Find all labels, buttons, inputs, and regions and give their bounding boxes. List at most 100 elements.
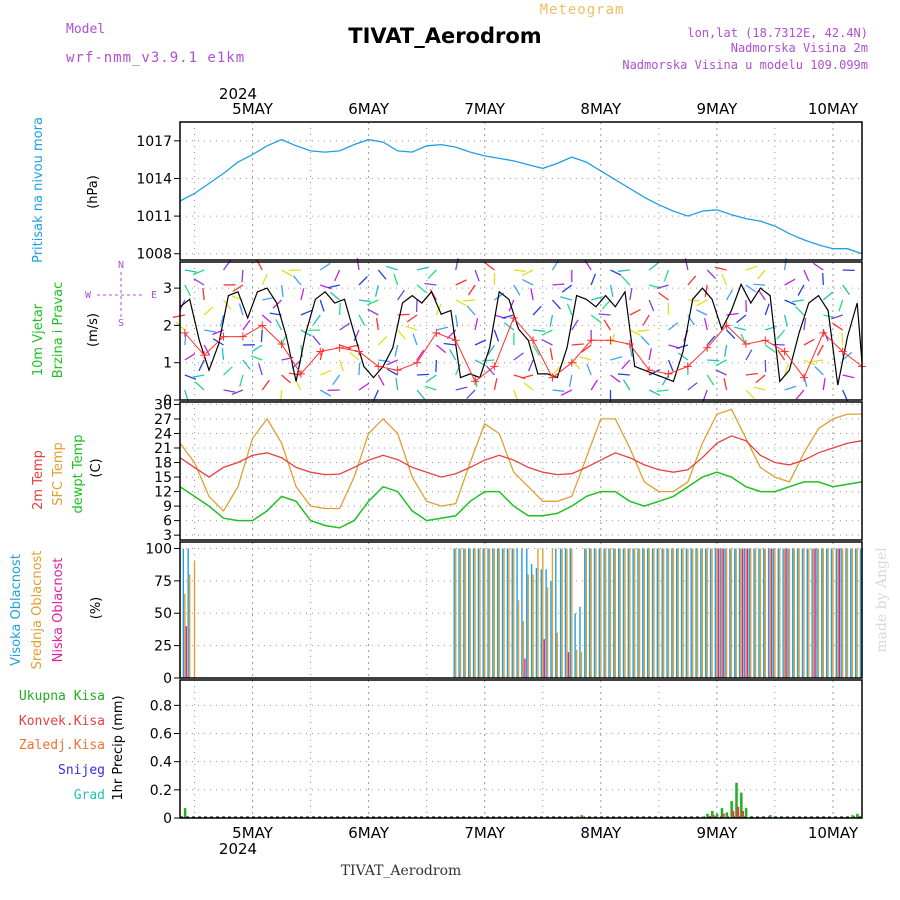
wind-arrow — [443, 342, 456, 346]
ytick-label: 15 — [154, 470, 172, 486]
compass-n: N — [118, 260, 124, 271]
compass-e: E — [151, 290, 157, 301]
wind-arrow — [358, 362, 361, 376]
wind-arrow — [281, 269, 293, 277]
ytick-label: 1011 — [136, 209, 172, 225]
ytick-label: 3 — [163, 528, 172, 544]
wind-arrow — [842, 351, 853, 361]
day-label-top: 8MAY — [580, 100, 622, 118]
wind-arrow — [842, 284, 851, 296]
wind-arrow — [192, 374, 205, 378]
precip-bar — [856, 813, 859, 818]
compass-w: W — [85, 290, 92, 301]
wind-compass: N W E S — [85, 260, 157, 329]
wind-arrow — [714, 266, 727, 271]
wind-arrow — [648, 389, 661, 396]
wind-arrow — [560, 389, 573, 396]
wind-arrow — [435, 344, 447, 354]
year-label-bottom: 2024 — [219, 840, 257, 858]
cloud-label-2: Srednja Oblacnost — [30, 551, 45, 670]
ytick-label: 0 — [163, 393, 172, 409]
wind-arrow — [551, 365, 562, 376]
precip-bar — [706, 813, 709, 818]
wind-arrow — [609, 333, 616, 346]
wind-arrow — [358, 314, 366, 326]
precip-bar — [740, 792, 743, 818]
wind-arrow — [261, 314, 272, 324]
wind-arrow — [617, 373, 630, 376]
wind-arrow — [532, 305, 542, 316]
wind-arrow — [629, 288, 633, 301]
grid-lines — [180, 122, 862, 819]
wind-arrow — [262, 296, 275, 301]
precip-bar — [580, 815, 583, 818]
wind-arrow — [822, 378, 826, 391]
wind-arrow — [231, 389, 244, 396]
temp-label-1: 2m Temp — [31, 450, 46, 510]
wind-arrow — [338, 359, 344, 372]
wind-arrow — [474, 339, 487, 346]
wind-arrow — [586, 363, 592, 376]
wind-arrow — [661, 374, 670, 386]
wind-arrow — [803, 359, 816, 366]
wind-arrow — [640, 335, 650, 346]
wind-arrow — [377, 269, 387, 280]
wind-arrow — [783, 363, 790, 376]
ytick-label: 0.2 — [150, 783, 172, 799]
wind-arrow — [338, 302, 341, 316]
wind-arrow — [581, 344, 592, 353]
wind-arrow — [502, 314, 514, 319]
ytick-label: 9 — [163, 499, 172, 515]
legend-frz-rain: Zaledj.Kisa — [19, 738, 105, 753]
wind-arrow — [426, 374, 437, 383]
wind-arrow — [386, 265, 398, 271]
wind-arrow — [621, 275, 631, 286]
wind-arrow — [184, 332, 187, 346]
wind-arrow — [367, 299, 379, 306]
panel-frames — [179, 121, 863, 819]
wind-speed-line — [179, 282, 863, 386]
wind-arrow — [455, 363, 461, 376]
panel-frame — [179, 541, 863, 679]
wind-arrow — [842, 389, 849, 402]
precip-bar — [736, 806, 740, 818]
wind-arrow — [292, 275, 302, 286]
wind-arrow — [784, 299, 796, 306]
wind-arrow — [755, 374, 766, 384]
wind-arrow — [706, 269, 717, 280]
ytick-label: 1008 — [136, 247, 172, 263]
wind-arrow — [424, 282, 437, 286]
wind-arrow — [386, 368, 398, 376]
wind-arrow — [706, 374, 715, 386]
wind-arrow — [610, 374, 621, 383]
wind-arrow — [319, 299, 325, 312]
temp-2m-line — [179, 435, 863, 478]
wind-arrow — [552, 283, 565, 286]
pressure-units: (hPa) — [86, 175, 101, 209]
wind-arrow — [184, 374, 197, 380]
wind-arrow — [648, 348, 652, 361]
wind-arrow — [467, 284, 476, 296]
wind-gust-line — [184, 316, 863, 383]
precip-bar — [851, 815, 854, 818]
ytick-label: 0.4 — [150, 755, 172, 771]
tick-labels: 1008101110141017012336912151821242730025… — [136, 134, 180, 827]
wind-arrow — [281, 374, 292, 384]
wind-arrow — [566, 303, 573, 316]
wind-arrow — [745, 349, 753, 361]
wind-arrow — [513, 352, 524, 361]
wind-arrow — [513, 269, 526, 272]
wind-arrow — [745, 389, 755, 400]
wind-arrow — [621, 359, 631, 370]
wind-arrow — [522, 269, 534, 276]
wind-arrow — [312, 335, 321, 346]
wind-arrow — [172, 314, 185, 318]
wind-arrow — [192, 269, 205, 276]
wind-arrow — [831, 314, 843, 320]
day-label-bottom: 10MAY — [808, 824, 859, 842]
wind-arrow — [734, 326, 747, 331]
pressure-line — [179, 138, 863, 255]
precip-bar — [730, 801, 733, 818]
wind-arrow — [642, 314, 650, 326]
wind-arrow — [541, 339, 553, 346]
